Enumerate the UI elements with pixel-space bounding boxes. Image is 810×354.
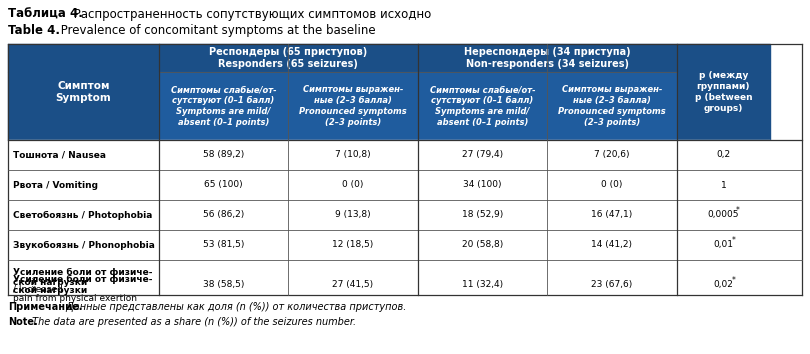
Polygon shape [8,140,770,170]
Text: 58 (89,2): 58 (89,2) [203,150,244,160]
Text: 14 (41,2): 14 (41,2) [591,240,633,250]
Text: *: * [731,276,735,285]
Text: 27 (41,5): 27 (41,5) [332,280,373,290]
Polygon shape [8,44,159,72]
Text: Примечание.: Примечание. [8,302,83,312]
Text: 38 (58,5): 38 (58,5) [202,280,245,290]
Text: Светобоязнь / Photophobia: Светобоязнь / Photophobia [13,211,152,219]
Text: *: * [736,206,740,216]
Text: Тошнота / Nausea: Тошнота / Nausea [13,150,106,160]
Text: 7 (20,6): 7 (20,6) [594,150,629,160]
Text: 0 (0): 0 (0) [601,181,623,189]
Text: 11 (32,4): 11 (32,4) [462,280,503,290]
Polygon shape [8,72,159,140]
Polygon shape [418,72,547,140]
Text: The data are presented as a share (n (%)) of the seizures number.: The data are presented as a share (n (%)… [29,317,356,327]
Polygon shape [8,260,770,310]
Text: / Increased
pain from physical exertion: / Increased pain from physical exertion [13,284,137,303]
Text: 16 (47,1): 16 (47,1) [591,211,633,219]
Text: Звукобоязнь / Phonophobia: Звукобоязнь / Phonophobia [13,240,155,250]
Text: Нереспондеры (34 приступа)
Non-responders (34 seizures): Нереспондеры (34 приступа) Non-responder… [464,47,630,69]
Polygon shape [8,200,770,230]
Text: Симптом
Symptom: Симптом Symptom [56,81,111,103]
Text: 0 (0): 0 (0) [343,181,364,189]
Text: 27 (79,4): 27 (79,4) [462,150,503,160]
Text: Симптомы слабые/от-
сутствуют (0–1 балл)
Symptoms are mild/
absent (0–1 points): Симптомы слабые/от- сутствуют (0–1 балл)… [429,85,535,127]
Text: *: * [731,236,735,246]
Polygon shape [676,44,770,72]
Text: 18 (52,9): 18 (52,9) [462,211,503,219]
Text: Симптомы выражен-
ные (2–3 балла)
Pronounced symptoms
(2–3 points): Симптомы выражен- ные (2–3 балла) Pronou… [558,85,666,127]
Polygon shape [547,72,676,140]
Text: 12 (18,5): 12 (18,5) [332,240,373,250]
Text: 0,02: 0,02 [714,280,733,290]
Text: 7 (10,8): 7 (10,8) [335,150,371,160]
Text: Table 4.: Table 4. [8,24,60,37]
Polygon shape [676,72,770,140]
Polygon shape [288,72,418,140]
Polygon shape [159,72,288,140]
Text: 65 (100): 65 (100) [204,181,243,189]
Text: Рвота / Vomiting: Рвота / Vomiting [13,181,98,189]
Text: 1: 1 [721,181,727,189]
Polygon shape [8,230,770,260]
Polygon shape [418,44,676,72]
Text: 34 (100): 34 (100) [463,181,501,189]
Text: Распространенность сопутствующих симптомов исходно: Распространенность сопутствующих симптом… [70,8,431,21]
Text: Симптомы слабые/от-
сутствуют (0–1 балл)
Symptoms are mild/
absent (0–1 points): Симптомы слабые/от- сутствуют (0–1 балл)… [171,85,276,127]
Polygon shape [159,44,418,72]
Text: 0,2: 0,2 [716,150,731,160]
Text: Респондеры (65 приступов)
Responders (65 seizures): Респондеры (65 приступов) Responders (65… [209,47,368,69]
Text: 0,0005: 0,0005 [708,211,740,219]
Text: р (между
группами)
p (between
groups): р (между группами) p (between groups) [695,72,752,113]
Text: Таблица 4.: Таблица 4. [8,8,83,21]
Text: 53 (81,5): 53 (81,5) [202,240,245,250]
Text: 20 (58,8): 20 (58,8) [462,240,503,250]
Text: Усиление боли от физиче-
ской нагрузки: Усиление боли от физиче- ской нагрузки [13,275,152,295]
Text: 56 (86,2): 56 (86,2) [203,211,244,219]
Text: 9 (13,8): 9 (13,8) [335,211,371,219]
Text: Note.: Note. [8,317,38,327]
Text: Prevalence of concomitant symptoms at the baseline: Prevalence of concomitant symptoms at th… [57,24,376,37]
Text: 0,01: 0,01 [714,240,733,250]
Text: Усиление боли от физиче-
ской нагрузки: Усиление боли от физиче- ской нагрузки [13,268,152,287]
Text: Данные представлены как доля (n (%)) от количества приступов.: Данные представлены как доля (n (%)) от … [63,302,407,312]
Polygon shape [8,170,770,200]
Text: 23 (67,6): 23 (67,6) [591,280,633,290]
Text: Симптомы выражен-
ные (2–3 балла)
Pronounced symptoms
(2–3 points): Симптомы выражен- ные (2–3 балла) Pronou… [299,85,407,127]
